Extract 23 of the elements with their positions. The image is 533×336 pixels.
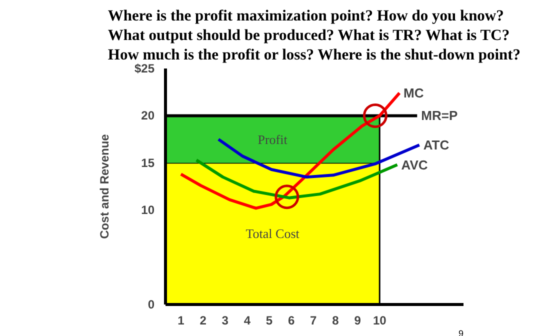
y-tick-label: $25 xyxy=(134,62,155,76)
series-label: ATC xyxy=(423,137,450,152)
x-tick-label: 5 xyxy=(266,314,273,328)
y-axis-title: Cost and Revenue xyxy=(97,134,112,239)
y-tick-label: 20 xyxy=(141,108,155,123)
chart-title: Where is the profit maximization point? How do you know? What output should be produced? What is TR? What is TC? How much is the profit or loss? Where is the shut-down point? xyxy=(108,7,521,64)
series-label: MR=P xyxy=(421,108,458,124)
series-label: AVC xyxy=(401,157,428,172)
x-tick-label: 10 xyxy=(372,314,387,328)
x-tick-label: 7 xyxy=(310,314,318,328)
series-label: MC xyxy=(403,86,424,101)
x-tick-label: 3 xyxy=(222,314,229,328)
x-tick-label: 1 xyxy=(178,314,185,328)
y-tick-label: 10 xyxy=(141,203,155,218)
y-tick-label: 15 xyxy=(141,156,155,170)
series-label: Total Cost xyxy=(246,226,300,242)
x-tick-label: 6 xyxy=(288,314,295,328)
x-tick-label: 2 xyxy=(200,314,207,328)
y-tick-label: 0 xyxy=(148,298,155,312)
x-tick-label: 4 xyxy=(244,314,251,328)
x-tick-label: 8 xyxy=(332,314,340,328)
series-label: Profit xyxy=(258,132,288,147)
x-tick-label: 9 xyxy=(354,314,362,328)
